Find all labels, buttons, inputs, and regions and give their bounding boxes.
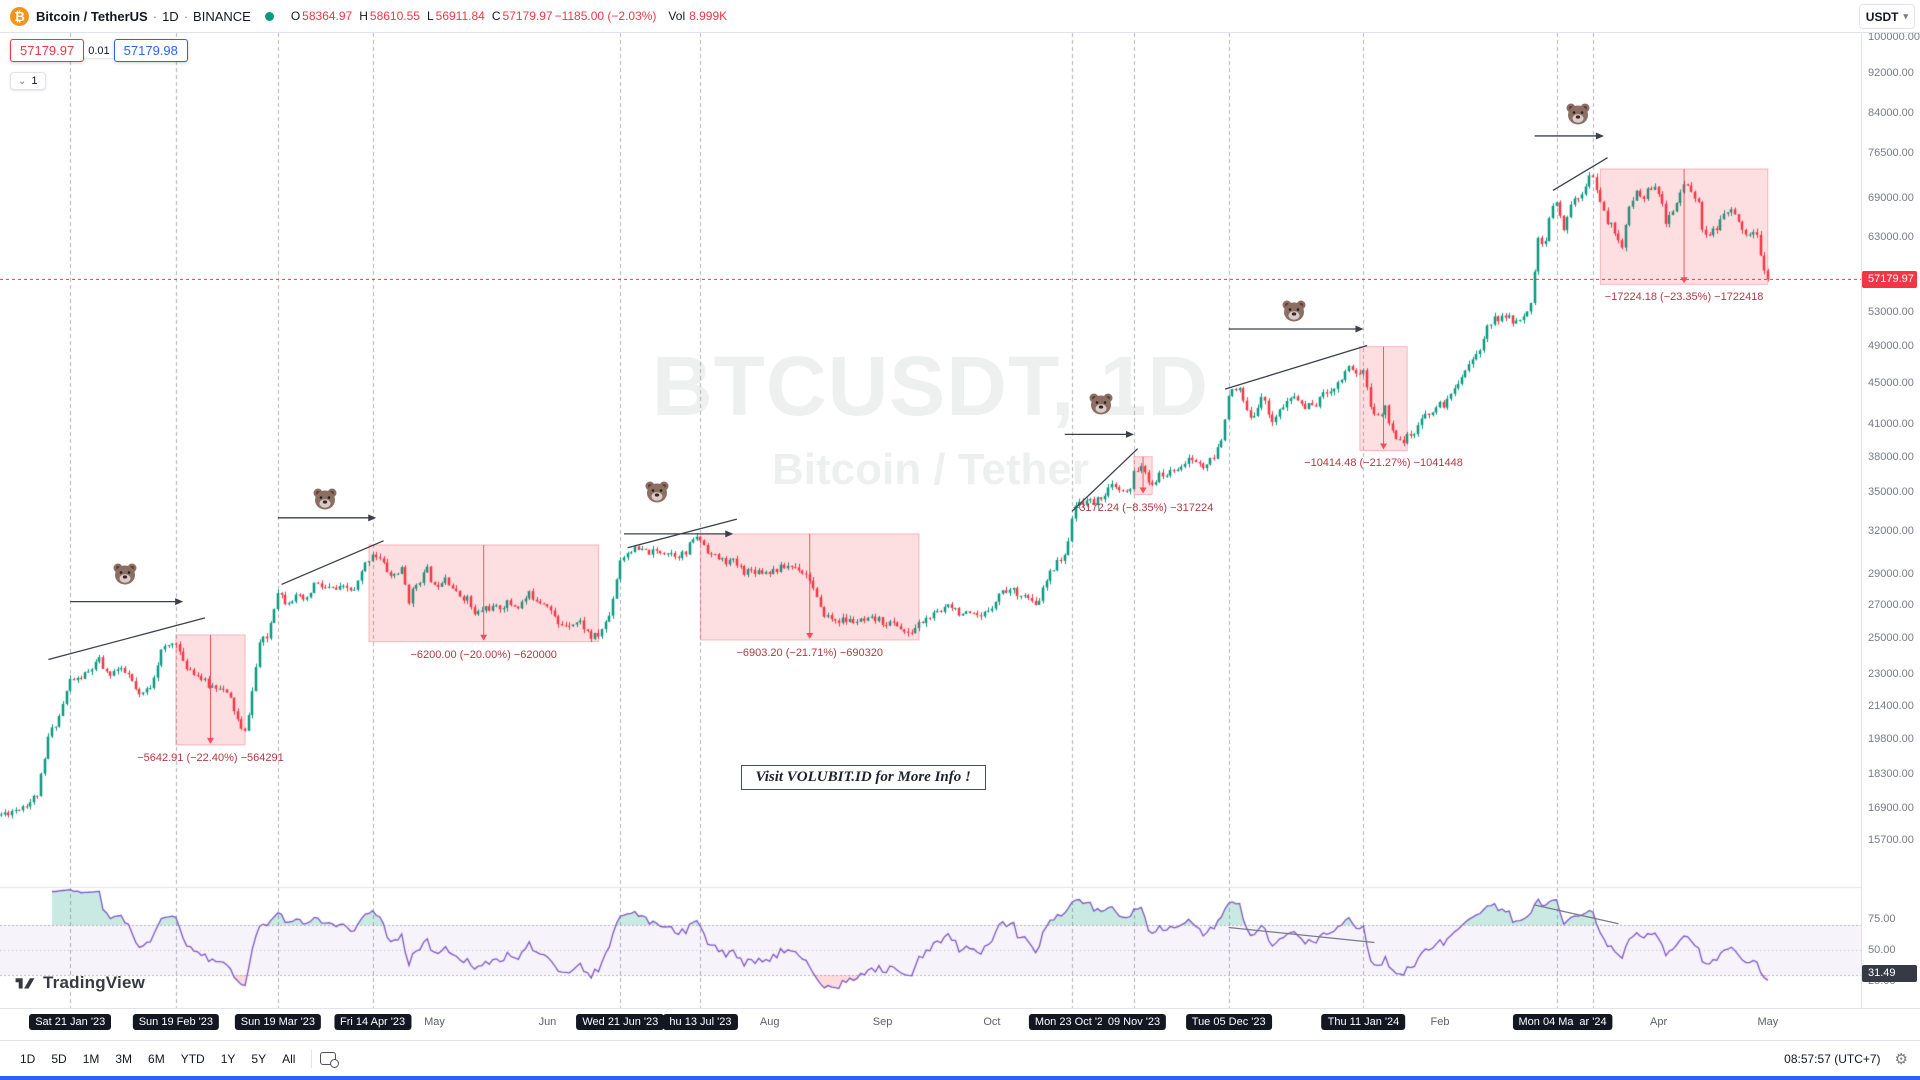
currency-value: USDT [1865, 9, 1899, 24]
change-value: −1185.00 (−2.03%) [554, 9, 657, 23]
close-label: C [491, 9, 501, 23]
date-badge: hu 13 Jul '23 [663, 1014, 738, 1030]
high-value: 58610.55 [369, 9, 420, 23]
month-label: May [1757, 1016, 1779, 1028]
price-tick-label: 27000.00 [1868, 598, 1914, 611]
range-button-1d[interactable]: 1D [20, 1051, 36, 1066]
price-tick-label: 41000.00 [1868, 417, 1914, 430]
date-badge: Mon 23 Oct '23 [1028, 1014, 1116, 1030]
volume-value: 8.999K [689, 9, 728, 23]
price-tick-label: 92000.00 [1868, 67, 1914, 80]
price-tick-label: 84000.00 [1868, 106, 1914, 119]
date-badge: ar '24 [1573, 1014, 1613, 1030]
separator-dot: · [152, 8, 158, 24]
last-price-badge: 57179.97 [1862, 270, 1917, 288]
price-tick-label: 76500.00 [1868, 147, 1914, 160]
time-axis[interactable]: Sat 21 Jan '23 Sun 19 Feb '23 Sun 19 Mar '… [0, 1008, 1920, 1040]
range-button-3m[interactable]: 3M [115, 1051, 133, 1066]
drawings-panel-toggle[interactable]: ⌄ 1 [10, 72, 46, 90]
exchange-label: BINANCE [193, 8, 251, 24]
price-tick-label: 38000.00 [1868, 450, 1914, 463]
drawings-count: 1 [31, 75, 38, 87]
month-label: Feb [1430, 1016, 1450, 1028]
range-button-all[interactable]: All [282, 1051, 296, 1066]
date-badge: Tue 05 Dec '23 [1185, 1014, 1272, 1030]
price-tick-label: 63000.00 [1868, 231, 1914, 244]
buy-sell-widget: 57179.97 0.01 57179.98 [10, 39, 188, 62]
month-label: Oct [983, 1016, 1001, 1028]
rsi-value-badge: 31.49 [1862, 964, 1917, 982]
tradingview-logo-icon [15, 978, 35, 989]
month-label: May [424, 1016, 445, 1028]
separator-dot: · [183, 8, 189, 24]
high-label: H [359, 9, 368, 23]
toolbar-divider [311, 1049, 313, 1068]
price-tick-label: 23000.00 [1868, 668, 1914, 681]
price-tick-label: 29000.00 [1868, 567, 1914, 580]
range-button-ytd[interactable]: YTD [180, 1051, 205, 1066]
date-badge: Sat 21 Jan '23 [29, 1014, 112, 1030]
date-badge: Wed 21 Jun '23 [576, 1014, 665, 1030]
price-tick-label: 35000.00 [1868, 486, 1914, 499]
range-button-1y[interactable]: 1Y [220, 1051, 236, 1066]
price-tick-label: 16900.00 [1868, 802, 1914, 815]
price-tick-label: 18300.00 [1868, 767, 1914, 780]
volubit-note-annotation[interactable]: Visit VOLUBIT.ID for More Info ! [740, 765, 986, 791]
bitcoin-logo-icon: ₿ [10, 6, 29, 26]
range-button-5d[interactable]: 5D [51, 1051, 67, 1066]
low-label: L [426, 9, 434, 23]
window-accent-strip [0, 1076, 1920, 1080]
market-status-icon [264, 11, 274, 21]
price-tick-label: 19800.00 [1868, 733, 1914, 746]
spread-value: 0.01 [84, 43, 114, 58]
close-value: 57179.97 [502, 9, 553, 23]
gear-icon[interactable]: ⚙ [1894, 1050, 1908, 1068]
price-tick-label: 15700.00 [1868, 833, 1914, 846]
tradingview-logo[interactable]: TradingView [14, 972, 145, 994]
date-badge: Sun 19 Feb '23 [132, 1014, 219, 1030]
interval-label[interactable]: 1D [162, 8, 179, 24]
month-label: Aug [759, 1016, 780, 1028]
price-tick-label: 53000.00 [1868, 306, 1914, 319]
chart-header: ₿ Bitcoin / TetherUS · 1D · BINANCE O 583… [0, 0, 1920, 33]
chevron-down-icon: ⌄ [18, 75, 27, 87]
open-label: O [290, 9, 301, 23]
price-tick-label: 32000.00 [1868, 525, 1914, 538]
month-label: Apr [1650, 1016, 1668, 1028]
range-button-5y[interactable]: 5Y [251, 1051, 267, 1066]
price-tick-label: 49000.00 [1868, 340, 1914, 353]
date-badge: Thu 11 Jan '24 [1321, 1014, 1406, 1030]
date-badge: Sun 19 Mar '23 [234, 1014, 321, 1030]
month-label: Jun [538, 1016, 557, 1028]
ohlc-values: O 58364.97 H 58610.55 L 56911.84 C 57179.97 … [284, 9, 657, 23]
price-tick-label: 69000.00 [1868, 191, 1914, 204]
price-tick-label: 100000.00 [1868, 31, 1920, 43]
date-badge: Fri 14 Apr '23 [334, 1014, 412, 1030]
range-button-6m[interactable]: 6M [148, 1051, 165, 1066]
clock-display[interactable]: 08:57:57 (UTC+7) [1784, 1051, 1881, 1066]
rsi-tick-label: 50.00 [1868, 944, 1896, 956]
bottom-toolbar: 1D 5D 1M 3M 6M YTD 1Y 5Y All 08:57:57 (UTC+7) ⚙ [0, 1040, 1920, 1076]
sell-button[interactable]: 57179.97 [10, 39, 85, 62]
buy-button[interactable]: 57179.98 [113, 39, 188, 62]
price-tick-label: 45000.00 [1868, 377, 1914, 390]
tradingview-logo-text: TradingView [43, 973, 146, 992]
chevron-down-icon: ▾ [1903, 11, 1908, 21]
date-range-buttons: 1D 5D 1M 3M 6M YTD 1Y 5Y All [12, 1048, 303, 1070]
low-value: 56911.84 [435, 9, 485, 23]
price-tick-label: 21400.00 [1868, 699, 1914, 712]
open-value: 58364.97 [302, 9, 353, 23]
volume-label: Vol [668, 9, 686, 23]
rsi-tick-label: 75.00 [1868, 912, 1896, 925]
date-badge: 09 Nov '23 [1101, 1014, 1167, 1030]
price-tick-label: 25000.00 [1868, 632, 1914, 645]
range-button-1m[interactable]: 1M [82, 1051, 100, 1066]
symbol-title[interactable]: Bitcoin / TetherUS [36, 8, 148, 24]
month-label: Sep [872, 1016, 893, 1028]
price-axis[interactable]: 100000.00 92000.00 84000.00 76500.00 69000.0… [1861, 31, 1920, 1008]
go-to-date-icon[interactable] [320, 1052, 340, 1068]
currency-selector[interactable]: USDT ▾ [1858, 4, 1915, 29]
